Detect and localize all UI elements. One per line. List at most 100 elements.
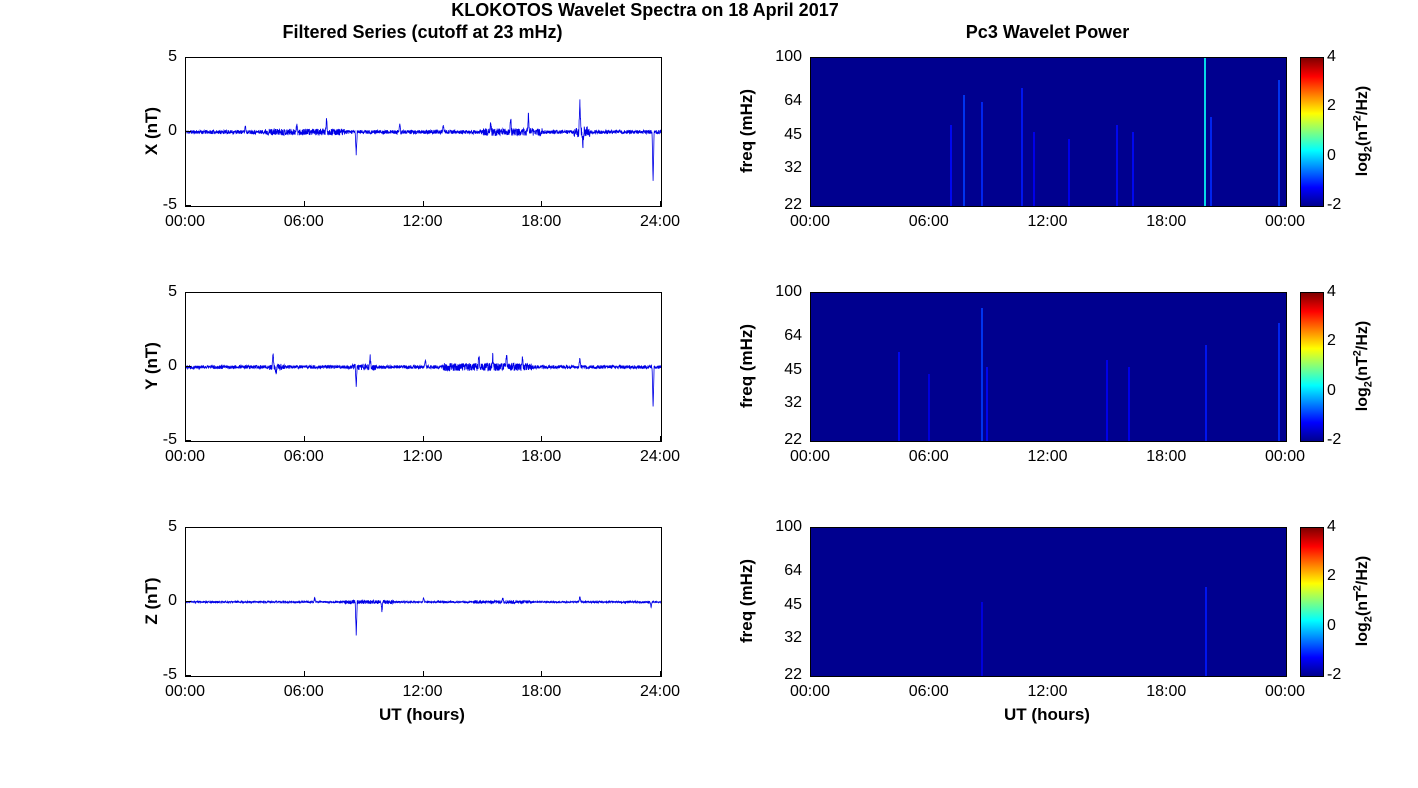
colorbar-tick-label: -2 — [1327, 666, 1342, 683]
x-tick-label: 00:00 — [789, 448, 831, 465]
colorbar-label-sup: 2 — [1351, 350, 1364, 357]
x-tick-label: 00:00 — [164, 213, 206, 230]
y-tick-label: 32 — [784, 629, 802, 647]
power-streak — [1203, 58, 1206, 206]
colorbar-tick-label: 2 — [1327, 332, 1336, 350]
x-tick-label: 00:00 — [1264, 683, 1306, 700]
power-streak — [1105, 359, 1108, 441]
tick-mark — [186, 57, 191, 58]
colorbar-3 — [1300, 527, 1324, 677]
tick-mark — [186, 601, 191, 602]
signal-trace — [186, 596, 661, 636]
x-tick-label: 00:00 — [164, 683, 206, 700]
tick-mark — [186, 675, 191, 676]
left-column-title: Filtered Series (cutoff at 23 mHz) — [282, 22, 563, 42]
x-tick-label: 06:00 — [908, 448, 949, 465]
x-tick-label: 00:00 — [789, 213, 831, 230]
colorbar-2 — [1300, 292, 1324, 442]
y-tick-label: 64 — [784, 91, 802, 109]
power-streak — [1115, 124, 1118, 206]
power-streak — [1209, 117, 1212, 206]
tick-mark — [541, 201, 543, 206]
power-streak — [1068, 139, 1071, 206]
tick-mark — [186, 131, 191, 132]
y-tick-label: 45 — [784, 596, 802, 614]
power-streak — [898, 352, 901, 441]
colorbar-tick-label: 2 — [1327, 567, 1336, 585]
y-tick-label: 22 — [784, 196, 802, 213]
tick-mark — [186, 440, 191, 441]
y-tick-label: 45 — [784, 361, 802, 379]
x-tick-label: 12:00 — [1027, 448, 1068, 465]
y-tick-label: 0 — [168, 357, 177, 374]
power-streak — [1204, 344, 1207, 441]
x-tick-label: 18:00 — [1146, 213, 1187, 230]
power-streak — [1131, 132, 1134, 206]
colorbar-tick-label: 4 — [1327, 48, 1336, 65]
spectrogram-panel-y — [810, 292, 1287, 442]
y-tick-label: -5 — [162, 196, 177, 213]
x-tick-label: 18:00 — [521, 213, 562, 230]
power-streak — [1020, 87, 1023, 206]
tick-mark — [185, 201, 186, 206]
power-streak — [1278, 322, 1281, 441]
x-tick-label: 00:00 — [1264, 448, 1306, 465]
power-streak — [1204, 587, 1207, 676]
colorbar-label-text: (nT — [1354, 591, 1372, 617]
colorbar-label-text: (nT — [1354, 356, 1372, 382]
tick-mark — [185, 436, 186, 441]
y-tick-label: 32 — [784, 159, 802, 177]
colorbar-label-sup: 2 — [1351, 585, 1364, 592]
colorbar-tick-label: -2 — [1327, 196, 1342, 213]
colorbar-tick-label: 4 — [1327, 283, 1336, 300]
x-tick-label: 18:00 — [1146, 683, 1187, 700]
colorbar-tick-label: 0 — [1327, 146, 1336, 164]
timeseries-panel-x — [185, 57, 662, 207]
signal-polyline — [186, 596, 661, 636]
colorbar-label-text: (nT — [1354, 121, 1372, 147]
spectrogram-panel-z — [810, 527, 1287, 677]
y-tick-label: 5 — [168, 283, 177, 300]
timeseries-panel-z — [185, 527, 662, 677]
colorbar-tick-label: 0 — [1327, 616, 1336, 634]
y-tick-label: 32 — [784, 394, 802, 412]
x-tick-label: 06:00 — [283, 213, 324, 230]
power-streak — [963, 95, 966, 206]
figure-title: KLOKOTOS Wavelet Spectra on 18 April 201… — [451, 0, 839, 20]
power-streak — [981, 602, 984, 676]
x-tick-label: 12:00 — [402, 213, 443, 230]
y-tick-label: 64 — [784, 326, 802, 344]
x-tick-label: 00:00 — [789, 683, 831, 700]
x-axis-label-left: UT (hours) — [379, 705, 465, 724]
y-tick-label: 45 — [784, 126, 802, 144]
y-tick-label: 100 — [775, 518, 802, 535]
tick-mark — [186, 205, 191, 206]
y-tick-label: -5 — [162, 431, 177, 448]
timeseries-panel-y — [185, 292, 662, 442]
x-tick-label: 24:00 — [639, 683, 681, 700]
colorbar-tick-label: 2 — [1327, 97, 1336, 115]
x-tick-label: 00:00 — [164, 448, 206, 465]
colorbar-tick-label: 0 — [1327, 381, 1336, 399]
colorbar-label-sup: 2 — [1351, 115, 1364, 122]
power-streak — [981, 307, 984, 441]
x-tick-label: 18:00 — [521, 683, 562, 700]
power-streak — [949, 124, 952, 206]
colorbar-tick-label: -2 — [1327, 431, 1342, 448]
x-tick-label: 00:00 — [1264, 213, 1306, 230]
colorbar-1 — [1300, 57, 1324, 207]
tick-mark — [660, 436, 661, 441]
y-tick-label: 0 — [168, 592, 177, 609]
tick-mark — [185, 671, 186, 676]
y-tick-label: 100 — [775, 283, 802, 300]
power-streak — [1278, 80, 1281, 206]
x-tick-label: 06:00 — [283, 448, 324, 465]
signal-polyline — [186, 99, 661, 181]
signal-trace — [186, 99, 661, 181]
y-tick-label: 22 — [784, 431, 802, 448]
tick-mark — [660, 201, 661, 206]
x-tick-label: 06:00 — [283, 683, 324, 700]
tick-mark — [541, 671, 543, 676]
power-streak — [927, 374, 930, 441]
